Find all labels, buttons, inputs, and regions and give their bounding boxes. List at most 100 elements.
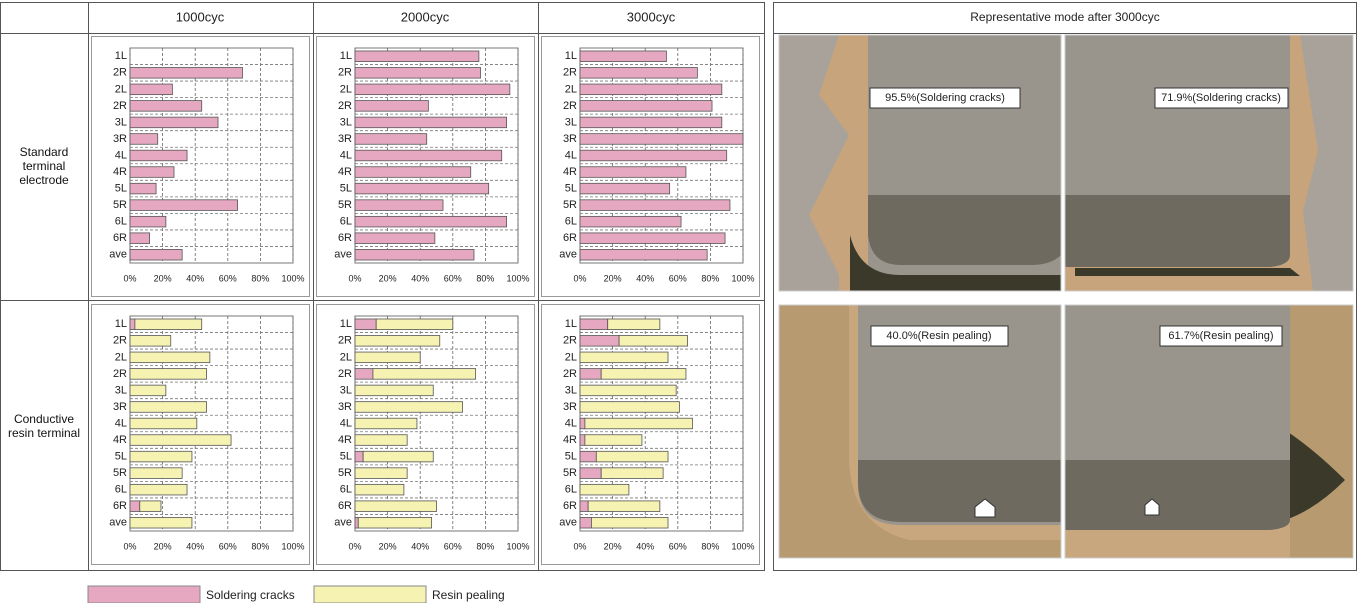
bar <box>355 233 435 244</box>
x-tick-label: 100% <box>281 273 304 283</box>
x-tick-label: 100% <box>506 541 529 551</box>
page: 1000cyc 2000cyc 3000cyc Representative m… <box>0 0 1359 603</box>
bar <box>130 352 210 363</box>
bar <box>580 233 725 244</box>
x-tick-label: 40% <box>636 273 654 283</box>
bar <box>580 468 601 479</box>
photo-label: 95.5%(Soldering cracks) <box>870 88 1020 108</box>
bar <box>580 134 743 145</box>
bar <box>355 216 507 227</box>
category-label: 3L <box>565 116 577 128</box>
photo-label-text: 95.5%(Soldering cracks) <box>885 92 1005 104</box>
bar <box>580 385 676 396</box>
category-label: 2R <box>338 100 352 112</box>
bar <box>355 402 463 413</box>
photo <box>779 35 1061 291</box>
category-label: 4R <box>113 166 127 178</box>
bar-chart: 0%20%40%60%80%100%1L2R2L2R3L3R4L4R5L5R6L… <box>92 305 310 565</box>
category-label: 1L <box>340 318 352 330</box>
photo-label: 61.7%(Resin pealing) <box>1160 326 1282 346</box>
bar <box>355 249 474 260</box>
bar <box>580 402 679 413</box>
photo-panel-title: Representative mode after 3000cyc <box>970 10 1159 24</box>
column-header: 1000cyc <box>176 9 225 24</box>
bar <box>130 68 242 79</box>
x-tick-label: 20% <box>604 273 622 283</box>
bar-chart: 0%20%40%60%80%100%1L2R2L2R3L3R4L4R5L5R6L… <box>92 37 310 297</box>
bar <box>580 216 681 227</box>
category-label: 4R <box>338 166 352 178</box>
photo-label-text: 61.7%(Resin pealing) <box>1168 330 1273 342</box>
bar <box>130 84 172 95</box>
category-label: 5R <box>338 467 352 479</box>
category-label: 6L <box>565 484 577 496</box>
bar <box>580 183 670 194</box>
bar <box>130 150 187 161</box>
category-label: 2L <box>565 351 577 363</box>
category-label: 3R <box>338 401 352 413</box>
category-label: 5L <box>565 182 577 194</box>
bar <box>130 385 166 396</box>
bar <box>130 435 231 446</box>
category-label: 3L <box>115 384 127 396</box>
category-label: 1L <box>115 318 127 330</box>
x-tick-label: 40% <box>186 273 204 283</box>
category-label: 2R <box>338 67 352 79</box>
bar <box>355 418 417 429</box>
bar <box>130 418 197 429</box>
x-tick-label: 60% <box>669 541 687 551</box>
category-label: 5L <box>565 450 577 462</box>
bar <box>130 468 182 479</box>
category-label: 2R <box>563 335 577 347</box>
bar <box>591 517 668 528</box>
bar <box>130 101 202 112</box>
category-label: 2R <box>113 67 127 79</box>
bar <box>130 501 140 512</box>
category-label: 3L <box>340 384 352 396</box>
photo-label-text: 40.0%(Resin pealing) <box>886 330 991 342</box>
x-tick-label: 0% <box>348 273 361 283</box>
bar <box>355 183 489 194</box>
x-tick-label: 20% <box>604 541 622 551</box>
figure: 1000cyc 2000cyc 3000cyc Representative m… <box>0 0 1359 603</box>
category-label: ave <box>559 517 577 529</box>
bar <box>580 200 730 211</box>
category-label: 3L <box>115 116 127 128</box>
bar <box>358 517 431 528</box>
bar <box>355 385 433 396</box>
bar <box>580 117 722 128</box>
bar <box>130 319 135 330</box>
bar-chart: 0%20%40%60%80%100%1L2R2L2R3L3R4L4R5L5R6L… <box>542 37 760 297</box>
category-label: 4L <box>565 149 577 161</box>
category-label: 6L <box>115 216 127 228</box>
x-tick-label: 100% <box>731 273 754 283</box>
x-tick-label: 60% <box>219 541 237 551</box>
bar <box>601 468 663 479</box>
bar <box>580 501 588 512</box>
bar <box>130 369 207 380</box>
category-label: ave <box>334 517 352 529</box>
x-tick-label: 40% <box>636 541 654 551</box>
x-tick-label: 40% <box>411 273 429 283</box>
bar <box>585 435 642 446</box>
category-label: 5R <box>113 467 127 479</box>
bar <box>355 117 507 128</box>
category-label: 6L <box>340 484 352 496</box>
bar <box>355 200 443 211</box>
bar <box>580 517 591 528</box>
x-tick-label: 60% <box>669 273 687 283</box>
x-tick-label: 20% <box>154 541 172 551</box>
category-label: 6R <box>563 232 577 244</box>
legend-swatch <box>314 586 426 603</box>
category-label: 4R <box>563 434 577 446</box>
photo-label: 40.0%(Resin pealing) <box>871 326 1008 346</box>
bar <box>580 352 668 363</box>
x-tick-label: 0% <box>123 541 136 551</box>
category-label: 4L <box>115 149 127 161</box>
bar <box>355 84 510 95</box>
category-label: 5L <box>115 182 127 194</box>
category-label: 3R <box>563 133 577 145</box>
x-tick-label: 80% <box>251 541 269 551</box>
bar <box>355 435 407 446</box>
legend-label: Resin pealing <box>432 588 505 602</box>
